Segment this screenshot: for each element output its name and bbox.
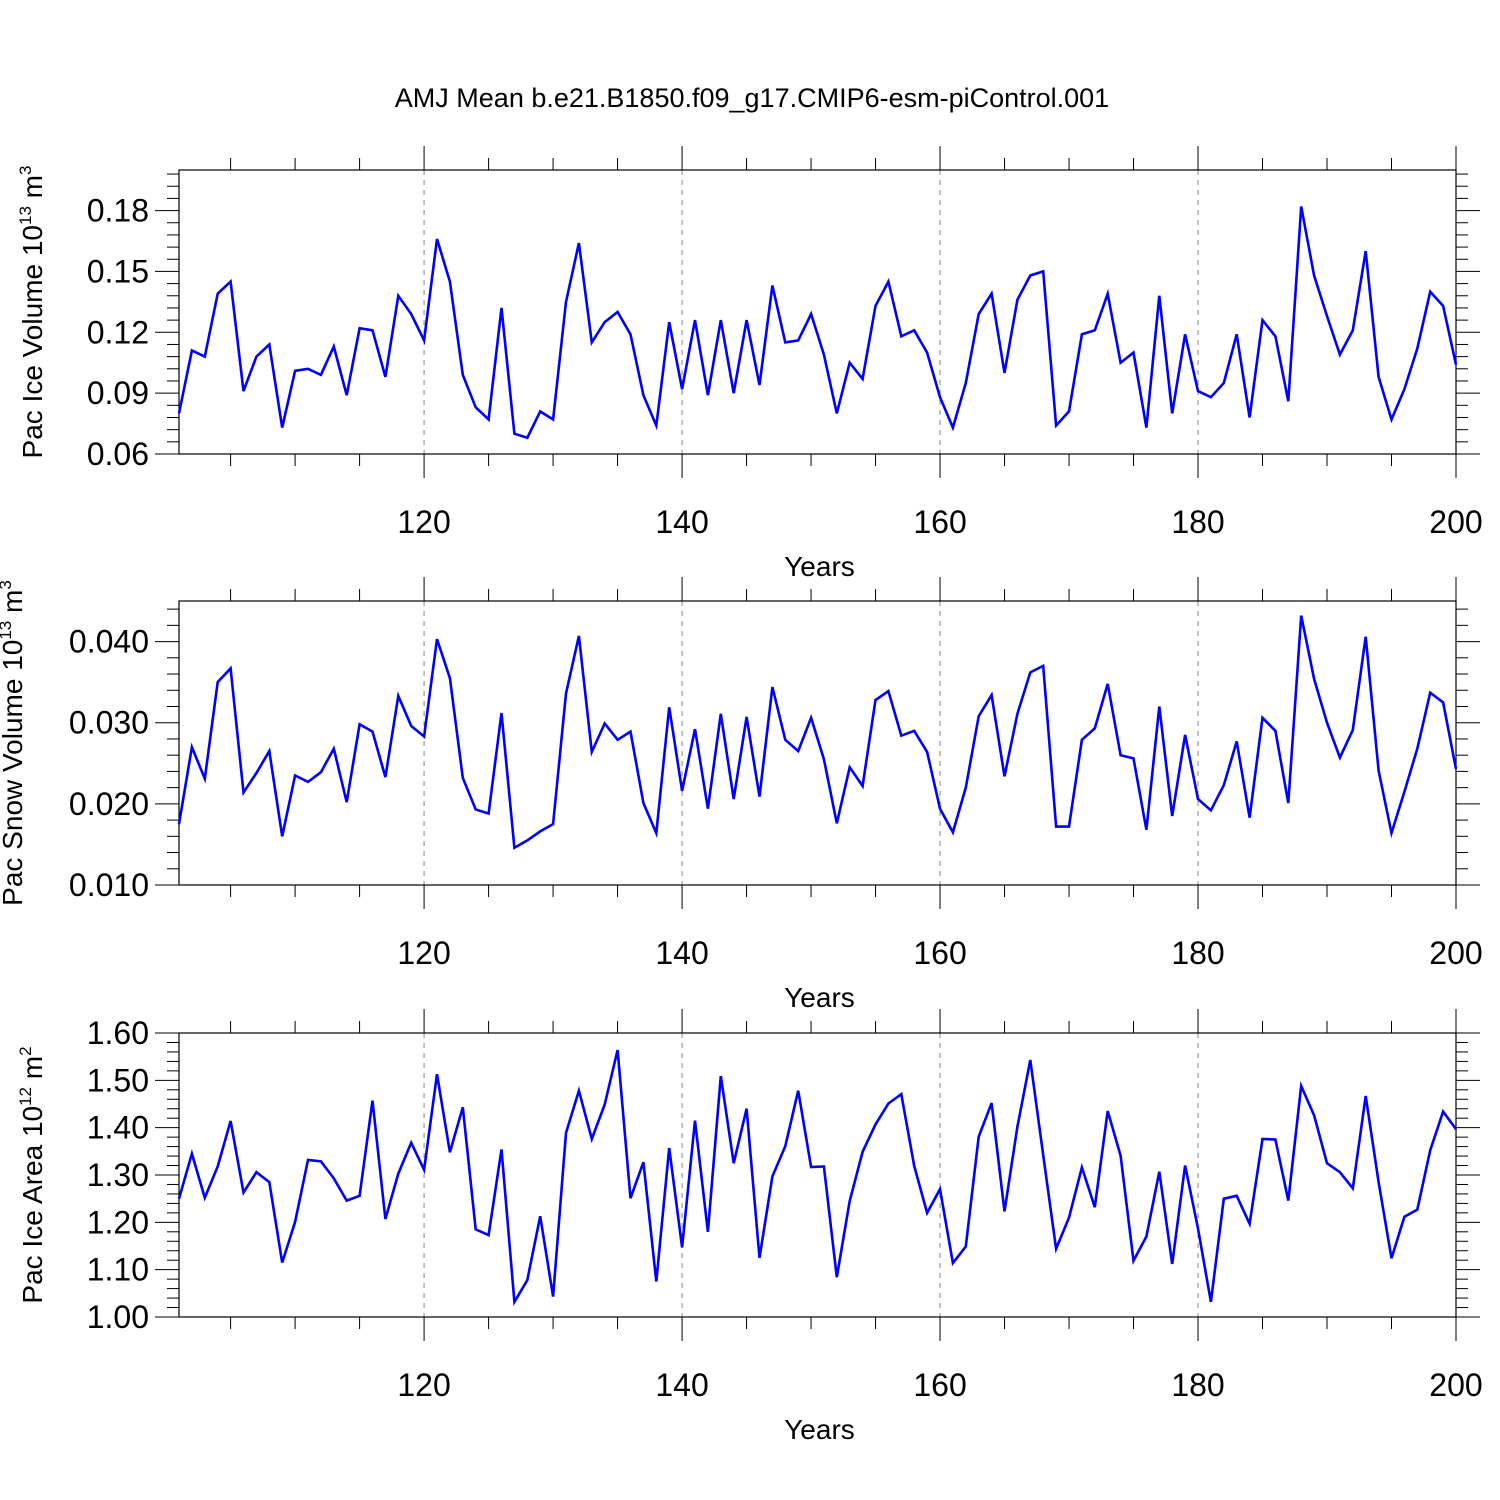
y-tick-label: 0.020 bbox=[69, 786, 149, 822]
x-tick-label: 160 bbox=[913, 504, 966, 540]
y-tick-label: 0.18 bbox=[87, 193, 149, 229]
y-tick-label: 0.12 bbox=[87, 314, 149, 350]
y-tick-label: 0.09 bbox=[87, 375, 149, 411]
x-tick-label: 160 bbox=[913, 935, 966, 971]
panel-ice-volume: 0.06 0.09 0.12 0.15 0.18 120 140 160 180 200 Years… bbox=[16, 146, 1483, 582]
x-tick-label: 180 bbox=[1171, 935, 1224, 971]
y-tick-label: 0.06 bbox=[87, 436, 149, 472]
y-axis-label: Pac Snow Volume 1013 m3 bbox=[0, 580, 28, 906]
x-axis-label: Years bbox=[784, 1414, 855, 1445]
x-tick-label: 200 bbox=[1429, 504, 1482, 540]
x-tick-label: 140 bbox=[655, 1367, 708, 1403]
panel-snow-volume: 0.010 0.020 0.030 0.040 120 140 160 180 200 Years… bbox=[0, 577, 1483, 1013]
y-tick-label: 1.10 bbox=[87, 1252, 149, 1288]
y-tick-label: 0.010 bbox=[69, 867, 149, 903]
y-tick-label: 0.15 bbox=[87, 253, 149, 289]
x-tick-label: 180 bbox=[1171, 1367, 1224, 1403]
x-tick-label: 140 bbox=[655, 504, 708, 540]
chart-title: AMJ Mean b.e21.B1850.f09_g17.CMIP6-esm-p… bbox=[395, 83, 1109, 113]
y-tick-label: 1.60 bbox=[87, 1015, 149, 1051]
plot-frame bbox=[178, 169, 1457, 455]
y-tick-label: 1.50 bbox=[87, 1062, 149, 1098]
panel-ice-area: 1.00 1.10 1.20 1.30 1.40 1.50 1.60 120 140 160 180… bbox=[16, 1009, 1483, 1445]
y-tick-label: 0.030 bbox=[69, 705, 149, 741]
x-axis-label: Years bbox=[784, 982, 855, 1013]
series-line bbox=[177, 1049, 1458, 1307]
series-line bbox=[177, 615, 1458, 850]
x-tick-label: 180 bbox=[1171, 504, 1224, 540]
y-tick-label: 1.00 bbox=[87, 1299, 149, 1335]
x-tick-label: 120 bbox=[397, 1367, 450, 1403]
y-axis-label: Pac Ice Area 1012 m2 bbox=[16, 1046, 48, 1303]
x-tick-label: 140 bbox=[655, 935, 708, 971]
plot-frame bbox=[178, 1032, 1457, 1318]
plot-frame bbox=[178, 600, 1457, 886]
x-tick-label: 200 bbox=[1429, 935, 1482, 971]
y-tick-label: 0.040 bbox=[69, 624, 149, 660]
series-line bbox=[177, 206, 1458, 440]
x-tick-label: 120 bbox=[397, 935, 450, 971]
x-tick-label: 120 bbox=[397, 504, 450, 540]
y-tick-label: 1.40 bbox=[87, 1110, 149, 1146]
y-tick-label: 1.20 bbox=[87, 1204, 149, 1240]
y-tick-label: 1.30 bbox=[87, 1157, 149, 1193]
x-tick-label: 200 bbox=[1429, 1367, 1482, 1403]
x-axis-label: Years bbox=[784, 551, 855, 582]
y-axis-label: Pac Ice Volume 1013 m3 bbox=[16, 166, 48, 459]
x-tick-label: 160 bbox=[913, 1367, 966, 1403]
